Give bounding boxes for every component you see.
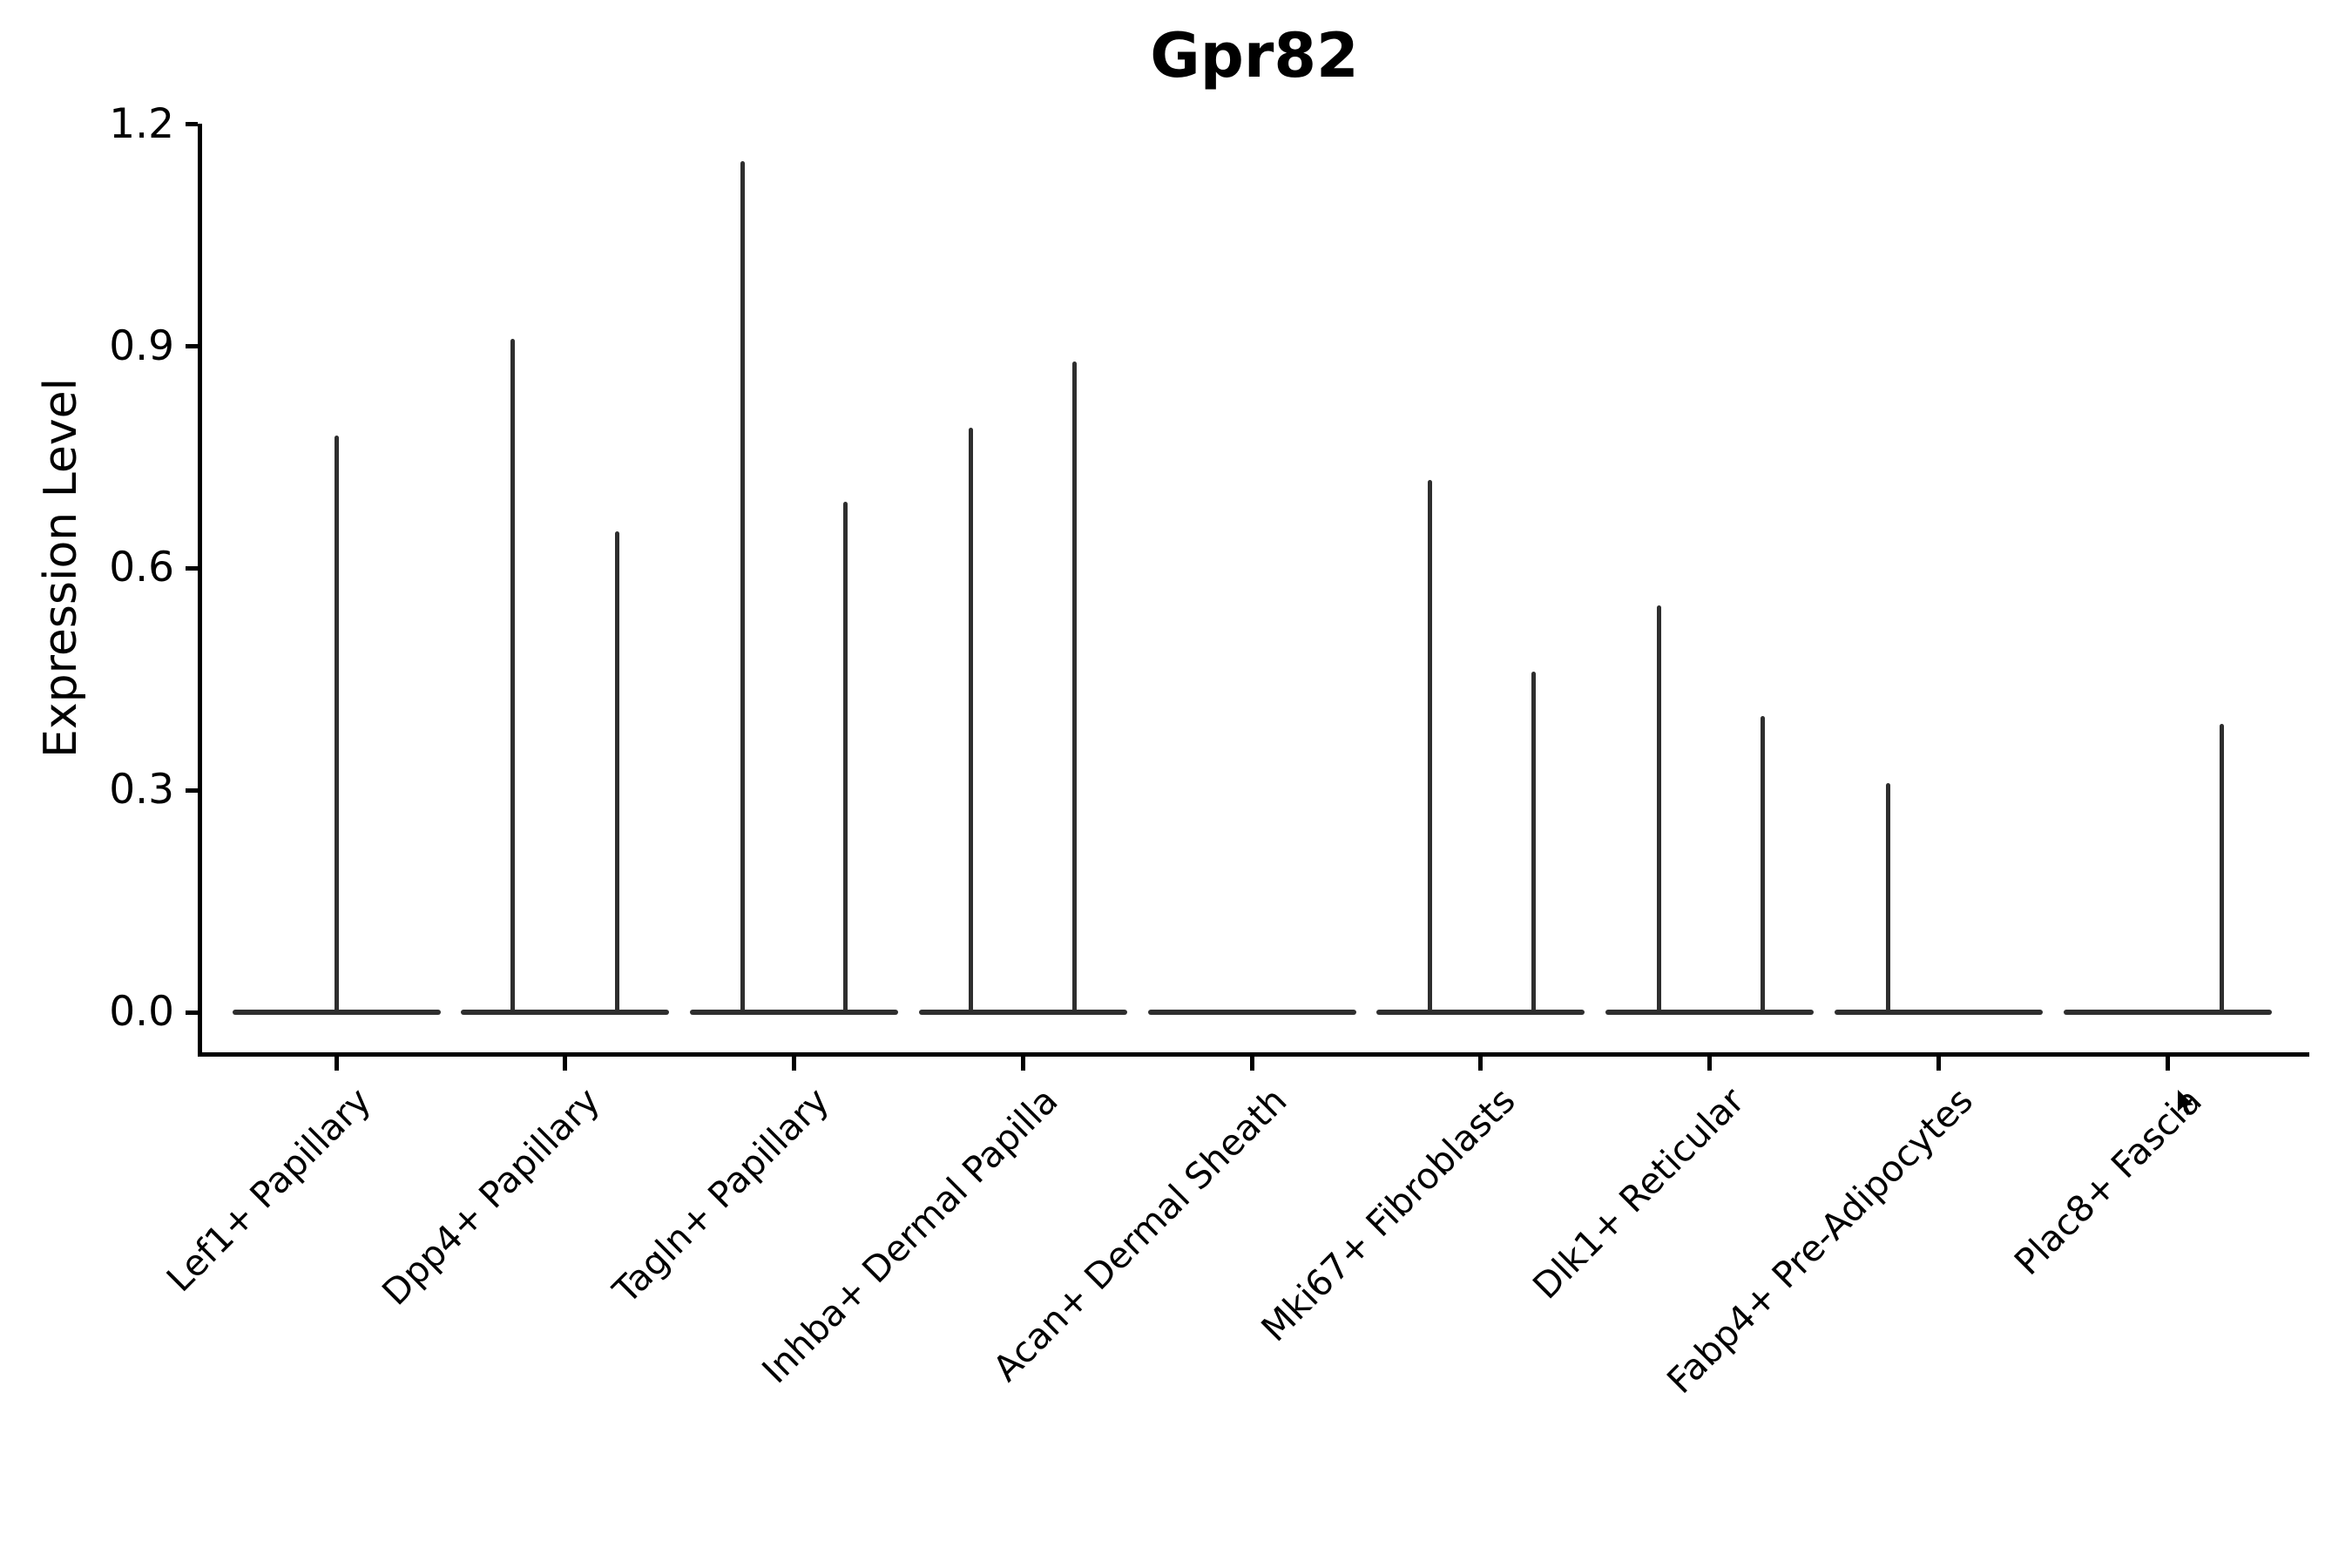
y-tick-label: 0.9 bbox=[109, 321, 174, 370]
mouse-cursor bbox=[2178, 1090, 2193, 1115]
violin-base bbox=[461, 1010, 670, 1015]
violin-spike bbox=[1531, 672, 1536, 1012]
x-axis-line bbox=[197, 1051, 2309, 1057]
y-tick-label: 0.6 bbox=[109, 544, 174, 592]
violin-spike bbox=[740, 161, 745, 1012]
y-tick bbox=[185, 344, 198, 349]
x-tick bbox=[1478, 1056, 1484, 1071]
x-tick bbox=[2165, 1056, 2170, 1071]
violin-spike bbox=[334, 435, 339, 1012]
violin-base bbox=[232, 1010, 441, 1015]
plot-title: Gpr82 bbox=[1150, 20, 1359, 91]
violin-spike bbox=[614, 531, 619, 1012]
violin-base bbox=[1834, 1010, 2043, 1015]
y-tick-label: 1.2 bbox=[109, 99, 174, 148]
violin-base bbox=[690, 1010, 898, 1015]
violin-base bbox=[1147, 1010, 1356, 1015]
violin-base bbox=[1605, 1010, 1814, 1015]
y-tick-label: 0.0 bbox=[109, 988, 174, 1036]
x-tick-label: Lef1+ Papillary bbox=[159, 1079, 380, 1301]
y-axis-line bbox=[197, 124, 202, 1057]
violin-base bbox=[1376, 1010, 1585, 1015]
violin-spike bbox=[2219, 723, 2224, 1012]
violin-spike bbox=[968, 428, 973, 1012]
violin-spike bbox=[1760, 716, 1765, 1012]
x-tick-label: Mki67+ Fibroblasts bbox=[1253, 1079, 1524, 1350]
violin-base bbox=[2063, 1010, 2272, 1015]
x-tick-label: Dpp4+ Papillary bbox=[374, 1079, 608, 1314]
x-tick bbox=[563, 1056, 568, 1071]
violin-spike bbox=[1885, 782, 1890, 1012]
x-tick bbox=[1936, 1056, 1941, 1071]
violin-spike bbox=[1656, 605, 1661, 1012]
y-tick bbox=[185, 1010, 198, 1015]
violin-base bbox=[918, 1010, 1127, 1015]
y-tick-label: 0.3 bbox=[109, 766, 174, 814]
x-tick-label: Tagln+ Papillary bbox=[605, 1079, 837, 1312]
x-tick bbox=[334, 1056, 339, 1071]
x-tick bbox=[1707, 1056, 1712, 1071]
y-tick bbox=[185, 787, 198, 793]
x-tick bbox=[792, 1056, 796, 1071]
x-tick-label: Dlk1+ Reticular bbox=[1524, 1079, 1753, 1308]
violin-spike bbox=[842, 502, 848, 1012]
x-tick bbox=[1249, 1056, 1254, 1071]
x-tick bbox=[1020, 1056, 1025, 1071]
violin-spike bbox=[1427, 479, 1432, 1012]
y-tick bbox=[185, 565, 198, 571]
violin-spike bbox=[510, 339, 516, 1012]
y-tick bbox=[185, 122, 198, 127]
violin-spike bbox=[1071, 361, 1077, 1012]
